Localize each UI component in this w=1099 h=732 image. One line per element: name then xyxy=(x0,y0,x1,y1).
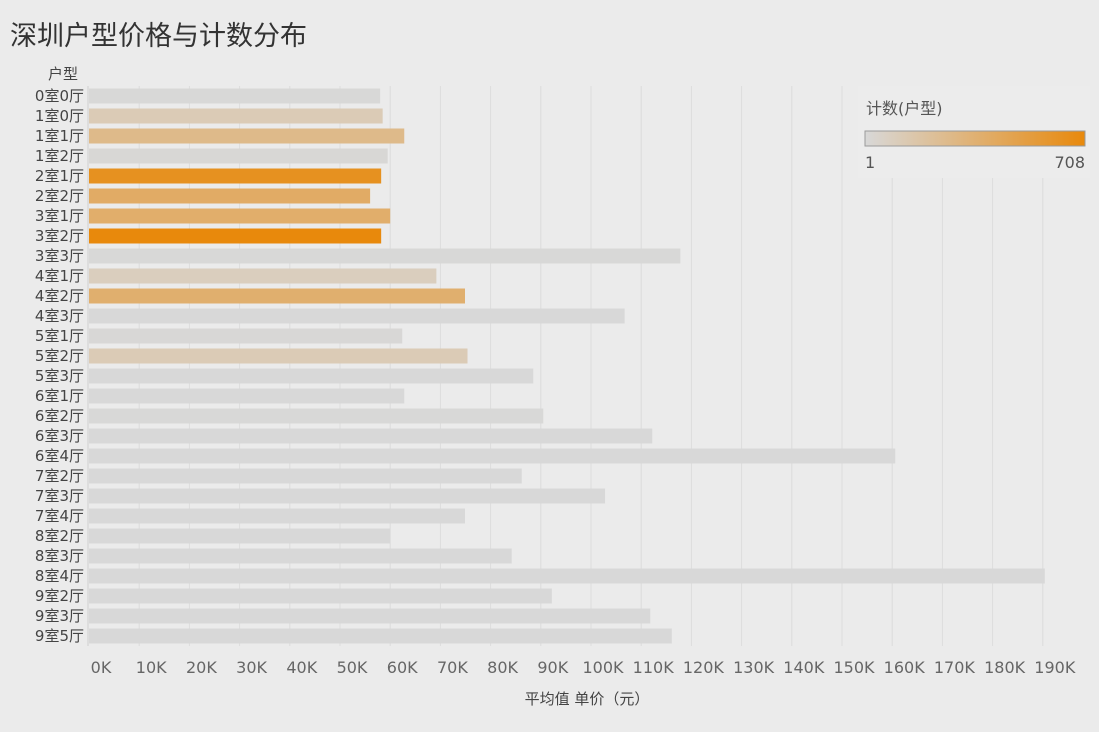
bar[interactable] xyxy=(89,528,391,544)
x-tick-label: 140K xyxy=(783,658,825,677)
bar[interactable] xyxy=(89,288,465,304)
bar[interactable] xyxy=(89,168,382,184)
x-tick-label: 70K xyxy=(437,658,468,677)
x-tick-label: 180K xyxy=(984,658,1026,677)
x-tick-label: 60K xyxy=(387,658,418,677)
category-label: 1室0厅 xyxy=(35,107,84,125)
x-tick-label: 190K xyxy=(1034,658,1076,677)
bar[interactable] xyxy=(89,208,391,224)
x-tick-label: 50K xyxy=(337,658,368,677)
bar[interactable] xyxy=(89,348,468,364)
x-tick-label: 150K xyxy=(833,658,875,677)
bar[interactable] xyxy=(89,188,371,204)
bar[interactable] xyxy=(89,488,606,504)
bar[interactable] xyxy=(89,128,405,144)
bar[interactable] xyxy=(89,88,381,104)
category-label: 0室0厅 xyxy=(35,87,84,105)
bar[interactable] xyxy=(89,108,383,124)
bar[interactable] xyxy=(89,328,403,344)
bar[interactable] xyxy=(89,248,681,264)
category-label: 1室1厅 xyxy=(35,127,84,145)
x-axis-title: 平均值 单价（元） xyxy=(525,690,650,708)
category-label: 5室3厅 xyxy=(35,367,84,385)
category-label: 4室3厅 xyxy=(35,307,84,325)
bar[interactable] xyxy=(89,308,625,324)
legend-max-label: 708 xyxy=(1054,153,1085,172)
x-tick-label: 120K xyxy=(683,658,725,677)
x-tick-label: 10K xyxy=(136,658,167,677)
x-tick-label: 20K xyxy=(186,658,217,677)
category-label: 8室3厅 xyxy=(35,547,84,565)
x-axis-ticks: 0K 10K 20K 30K 40K 50K 60K 70K 80K 90K 100K 110K 120… xyxy=(91,658,1076,677)
legend-title: 计数(户型) xyxy=(866,99,943,118)
x-tick-label: 30K xyxy=(236,658,267,677)
x-tick-label: 160K xyxy=(884,658,926,677)
bar[interactable] xyxy=(89,148,388,164)
bar[interactable] xyxy=(89,408,544,424)
category-label: 6室4厅 xyxy=(35,447,84,465)
category-label: 6室3厅 xyxy=(35,427,84,445)
x-tick-label: 130K xyxy=(733,658,775,677)
bar[interactable] xyxy=(89,608,651,624)
category-label: 3室1厅 xyxy=(35,207,84,225)
legend-min-label: 1 xyxy=(865,153,875,172)
x-tick-label: 170K xyxy=(934,658,976,677)
category-labels: 0室0厅 1室0厅 1室1厅 1室2厅 2室1厅 2室2厅 3室1厅 3室2厅 3室3厅 4室1厅… xyxy=(35,87,84,645)
bar[interactable] xyxy=(89,468,522,484)
category-label: 8室4厅 xyxy=(35,567,84,585)
x-tick-label: 0K xyxy=(91,658,112,677)
bar[interactable] xyxy=(89,388,405,404)
x-tick-label: 90K xyxy=(537,658,568,677)
bar[interactable] xyxy=(89,228,382,244)
legend-gradient-bar xyxy=(864,130,1086,147)
category-label: 8室2厅 xyxy=(35,527,84,545)
x-tick-label: 110K xyxy=(633,658,675,677)
chart-title: 深圳户型价格与计数分布 xyxy=(10,21,307,52)
category-label: 6室1厅 xyxy=(35,387,84,405)
category-label: 3室3厅 xyxy=(35,247,84,265)
bar[interactable] xyxy=(89,268,437,284)
category-label: 7室4厅 xyxy=(35,507,84,525)
category-label: 5室1厅 xyxy=(35,327,84,345)
bar[interactable] xyxy=(89,448,896,464)
category-label: 2室2厅 xyxy=(35,187,84,205)
category-label: 7室3厅 xyxy=(35,487,84,505)
bar[interactable] xyxy=(89,568,1045,584)
bar[interactable] xyxy=(89,508,465,524)
x-tick-label: 100K xyxy=(582,658,624,677)
category-label: 2室1厅 xyxy=(35,167,84,185)
category-label: 9室5厅 xyxy=(35,627,84,645)
category-label: 9室3厅 xyxy=(35,607,84,625)
color-legend[interactable]: 计数(户型) 1 708 xyxy=(858,86,1090,178)
category-label: 9室2厅 xyxy=(35,587,84,605)
bar[interactable] xyxy=(89,548,512,564)
bar[interactable] xyxy=(89,588,552,604)
x-tick-label: 80K xyxy=(487,658,518,677)
category-label: 3室2厅 xyxy=(35,227,84,245)
category-label: 4室2厅 xyxy=(35,287,84,305)
category-label: 4室1厅 xyxy=(35,267,84,285)
category-label: 7室2厅 xyxy=(35,467,84,485)
x-tick-label: 40K xyxy=(286,658,317,677)
category-header: 户型 xyxy=(48,65,78,83)
bars xyxy=(89,88,1045,644)
bar[interactable] xyxy=(89,628,672,644)
category-label: 6室2厅 xyxy=(35,407,84,425)
bar[interactable] xyxy=(89,368,534,384)
bar[interactable] xyxy=(89,428,653,444)
category-label: 5室2厅 xyxy=(35,347,84,365)
category-label: 1室2厅 xyxy=(35,147,84,165)
